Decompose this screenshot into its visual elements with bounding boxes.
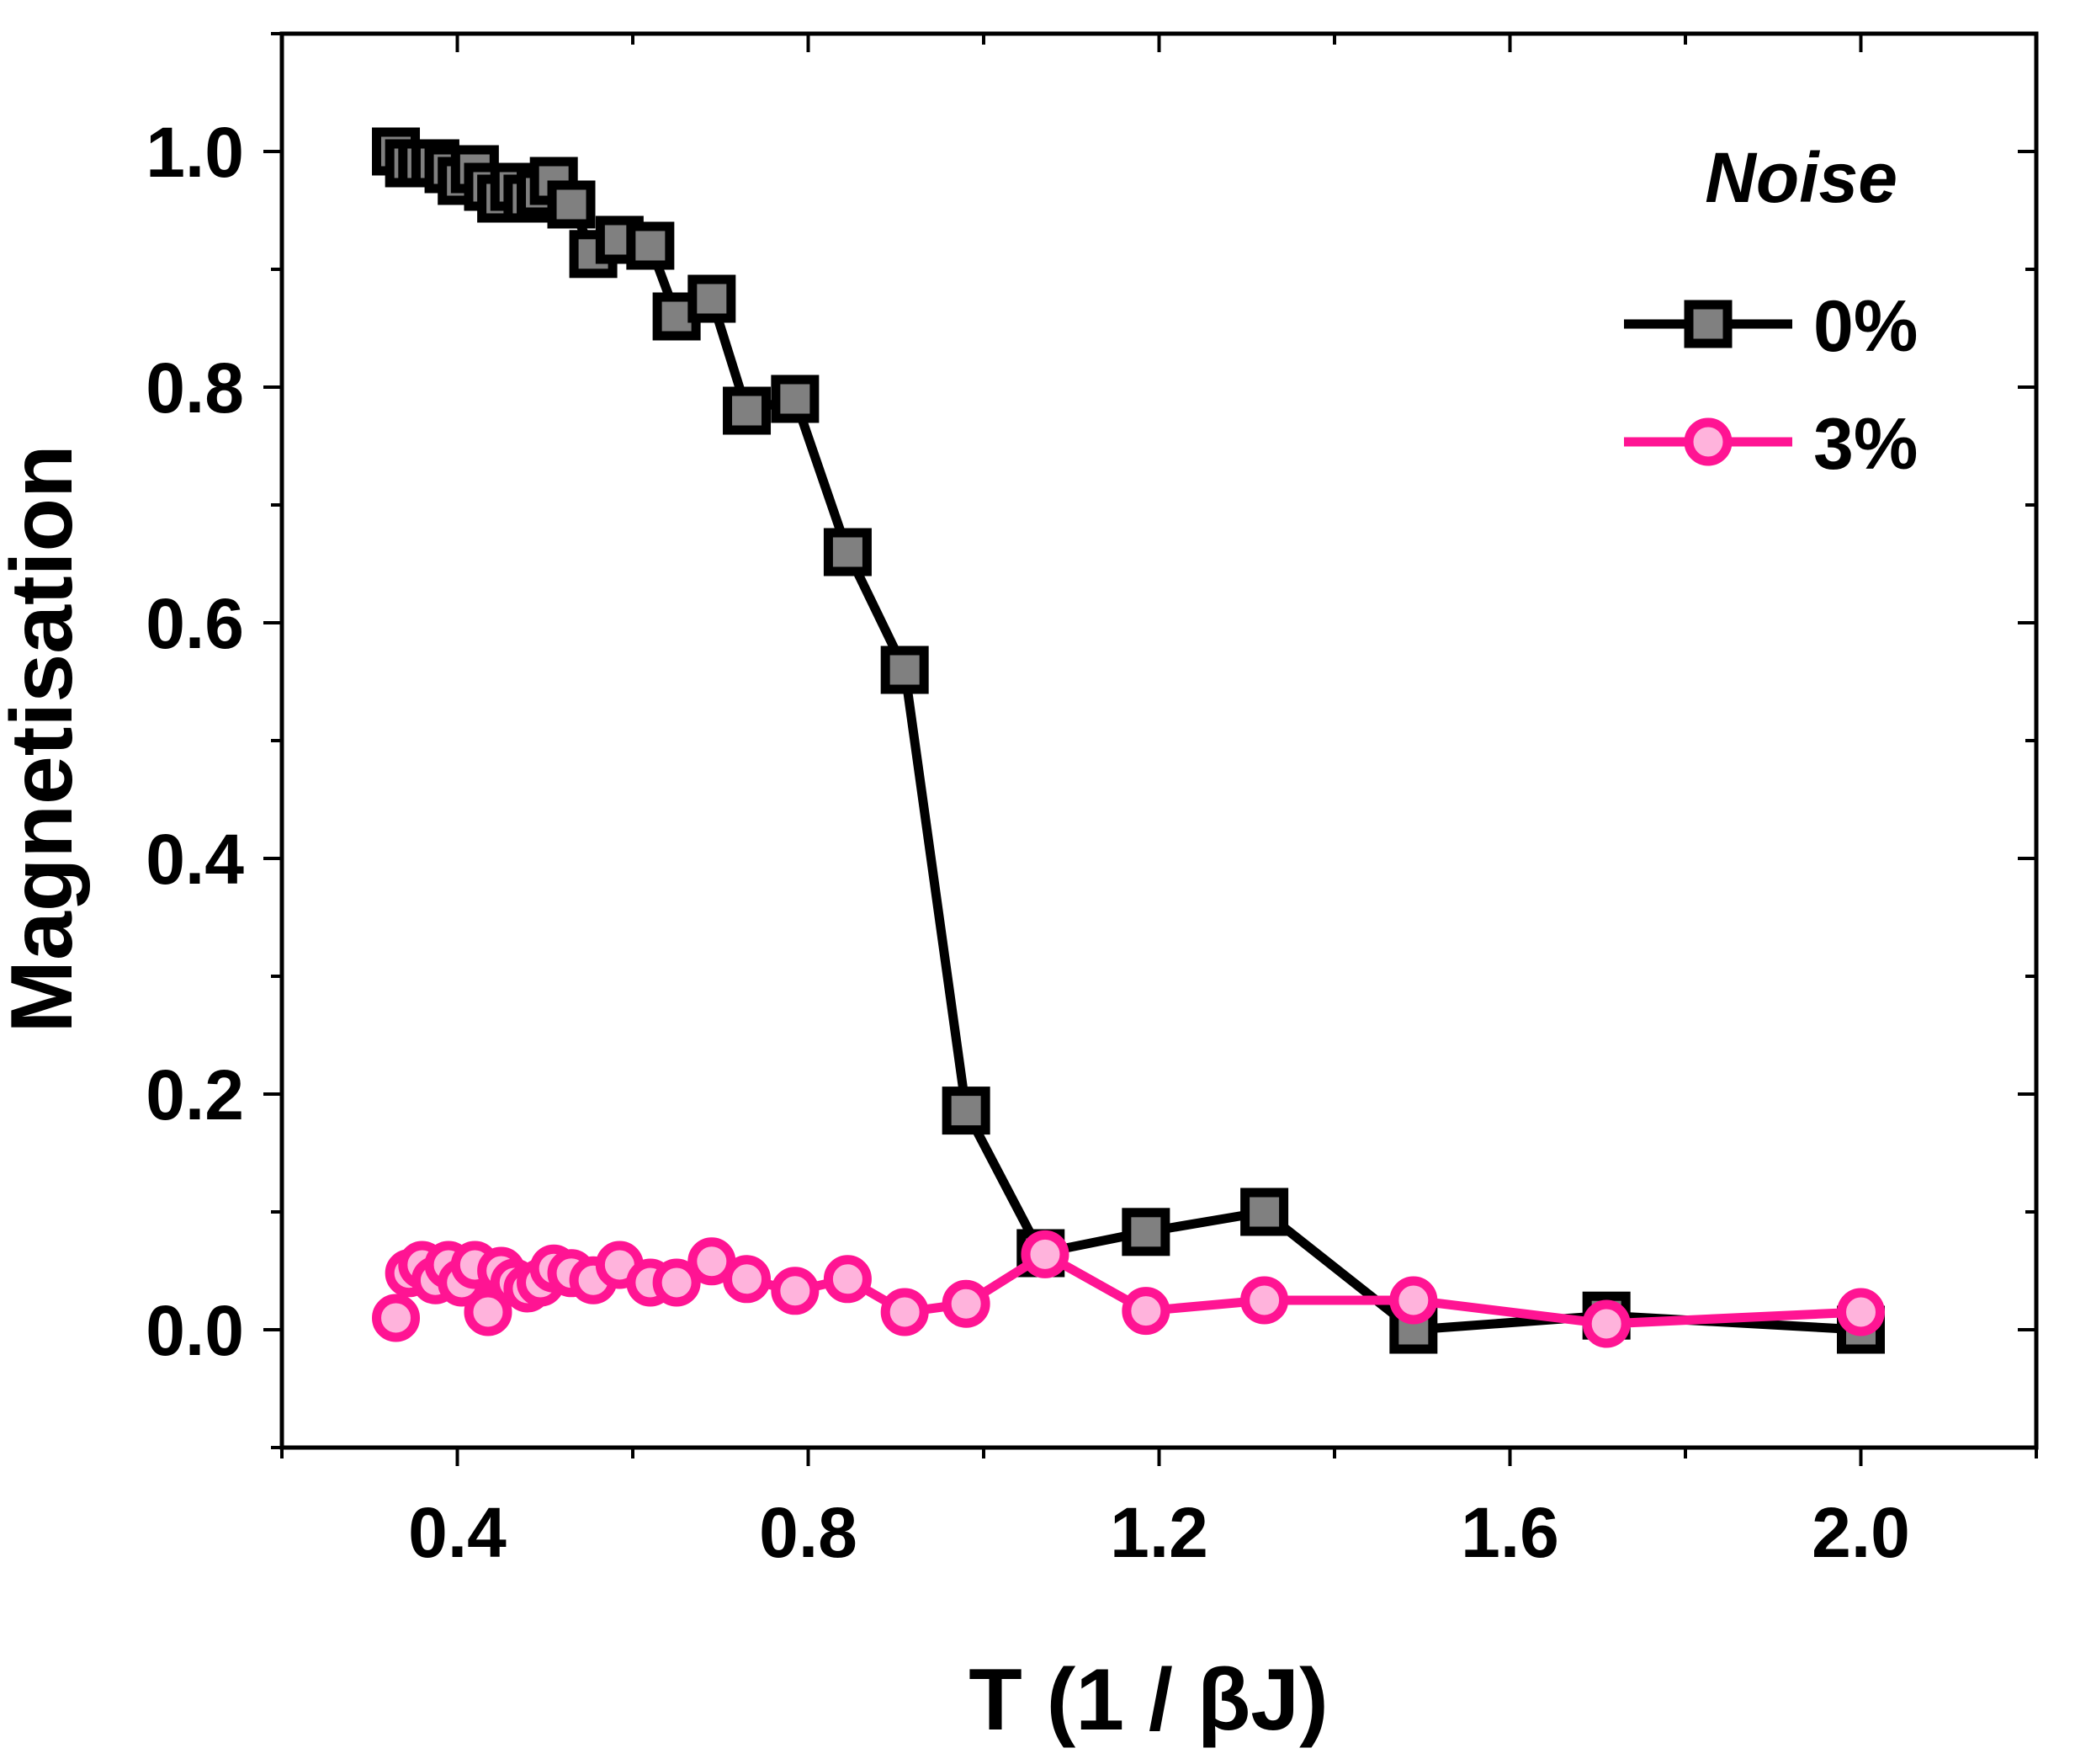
x-axis-label: T (1 / βJ) (969, 1651, 1329, 1749)
data-point-circle (464, 1288, 512, 1336)
data-point-square (687, 274, 736, 323)
legend-label-1: 3% (1813, 404, 1918, 485)
y-tick-label: 0.2 (146, 1055, 244, 1134)
data-point-square (771, 375, 820, 423)
y-tick-label: 0.6 (146, 584, 244, 663)
data-point-circle (723, 1255, 772, 1304)
data-point-circle (771, 1267, 820, 1315)
y-axis-label: Magnetisation (0, 444, 91, 1033)
data-point-circle (1122, 1287, 1170, 1336)
legend-marker-circle (1684, 417, 1733, 466)
data-point-circle (1582, 1299, 1631, 1348)
data-point-circle (880, 1288, 929, 1336)
x-tick-label: 0.4 (408, 1493, 507, 1572)
data-point-square (1240, 1188, 1289, 1236)
y-tick-label: 0.0 (146, 1291, 244, 1370)
data-point-square (1122, 1208, 1170, 1257)
data-point-square (823, 528, 872, 576)
x-tick-label: 0.8 (759, 1493, 857, 1572)
data-point-circle (1021, 1230, 1069, 1278)
x-tick-label: 1.2 (1110, 1493, 1208, 1572)
data-point-square (880, 646, 929, 694)
data-point-circle (372, 1294, 421, 1342)
data-point-circle (652, 1258, 701, 1307)
data-point-circle (942, 1279, 990, 1328)
x-tick-label: 1.6 (1461, 1493, 1559, 1572)
data-point-circle (1837, 1288, 1885, 1336)
legend-label-0: 0% (1813, 286, 1918, 367)
x-tick-label: 2.0 (1812, 1493, 1910, 1572)
data-point-square (626, 221, 675, 270)
legend-title: Noise (1705, 138, 1897, 217)
y-tick-label: 1.0 (146, 113, 244, 192)
y-tick-label: 0.8 (146, 348, 244, 428)
data-point-square (547, 180, 596, 229)
data-point-circle (823, 1255, 872, 1304)
data-point-circle (1389, 1276, 1438, 1325)
data-point-circle (1240, 1276, 1289, 1325)
data-point-square (942, 1087, 990, 1135)
legend-marker-square (1684, 300, 1733, 348)
data-point-square (723, 386, 772, 435)
y-tick-label: 0.4 (146, 820, 244, 899)
